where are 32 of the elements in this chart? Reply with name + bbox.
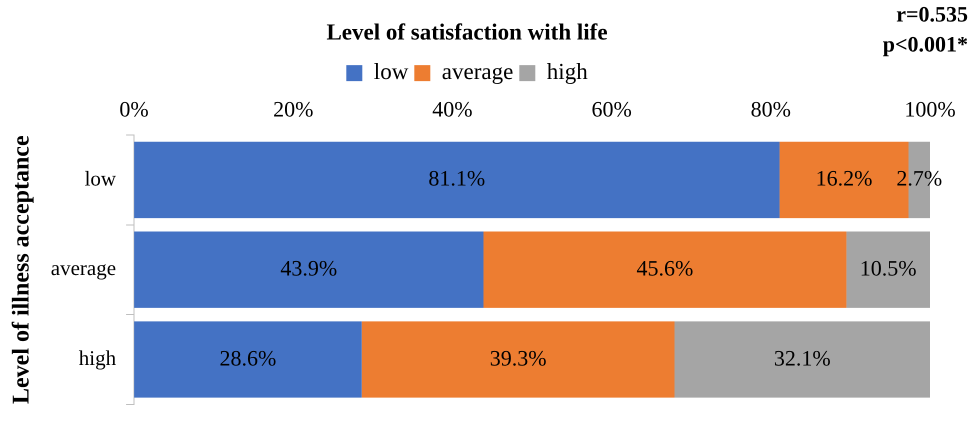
text: r=0.535 bbox=[896, 2, 968, 27]
bar bbox=[134, 142, 780, 218]
bar bbox=[483, 232, 846, 308]
bar bbox=[134, 232, 484, 308]
x-tick-label: 80% bbox=[750, 96, 791, 122]
bar bbox=[134, 321, 362, 398]
data-label: 32.1% bbox=[774, 345, 831, 370]
bar bbox=[362, 321, 675, 398]
bar bbox=[674, 321, 930, 398]
x-tick-label: 0% bbox=[119, 96, 149, 122]
chart-title: Level of satisfaction with life bbox=[326, 20, 608, 45]
data-label: 2.7% bbox=[896, 166, 942, 191]
data-label: 45.6% bbox=[636, 255, 694, 280]
y-tick-label: high bbox=[78, 346, 117, 370]
bar bbox=[846, 232, 930, 308]
y-tick-label: average bbox=[50, 256, 116, 280]
legend-label: high bbox=[546, 59, 588, 84]
y-tick-label: low bbox=[84, 166, 117, 190]
data-label: 81.1% bbox=[428, 166, 486, 191]
x-tick-label: 40% bbox=[432, 96, 473, 122]
text: p<0.001* bbox=[882, 32, 968, 57]
data-label: 28.6% bbox=[219, 345, 276, 370]
data-label: 39.3% bbox=[490, 345, 547, 370]
data-label: 16.2% bbox=[816, 166, 872, 191]
legend-label: average bbox=[442, 59, 514, 84]
x-tick-label: 20% bbox=[273, 96, 314, 122]
data-label: 43.9% bbox=[280, 255, 338, 280]
x-tick-label: 100% bbox=[904, 96, 956, 122]
x-tick-label: 60% bbox=[591, 96, 632, 122]
data-label: 10.5% bbox=[860, 255, 917, 280]
y-axis-title: Level of illness acceptance bbox=[8, 135, 35, 404]
legend-label: low bbox=[374, 59, 409, 84]
